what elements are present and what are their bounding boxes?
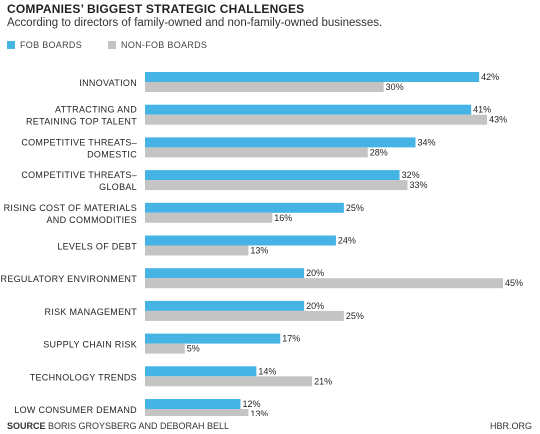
category-label: COMPETITIVE THREATS–: [21, 170, 137, 180]
data-label-nonfob: 28%: [370, 147, 388, 157]
legend-item-nonfob: NON-FOB BOARDS: [108, 40, 207, 50]
bar-nonfob: [145, 343, 185, 354]
category-label: AND COMMODITIES: [46, 215, 137, 225]
data-label-fob: 24%: [338, 236, 356, 246]
bar-fob: [145, 333, 281, 344]
data-label-fob: 12%: [242, 399, 260, 409]
data-label-nonfob: 13%: [250, 409, 268, 416]
data-label-fob: 42%: [481, 72, 499, 82]
data-label-nonfob: 30%: [386, 82, 404, 92]
legend-item-fob: FOB BOARDS: [7, 40, 82, 50]
category-label: TECHNOLOGY TRENDS: [30, 372, 137, 382]
publisher-label: HBR.ORG: [489, 421, 532, 431]
bar-nonfob: [145, 409, 249, 416]
bar-fob: [145, 399, 241, 409]
category-label: LEVELS OF DEBT: [57, 242, 137, 252]
legend-swatch-fob: [7, 41, 15, 49]
bar-nonfob: [145, 147, 368, 158]
data-label-nonfob: 5%: [187, 344, 200, 354]
category-label: LOW CONSUMER DEMAND: [14, 405, 137, 415]
legend-swatch-nonfob: [108, 41, 117, 49]
bar-nonfob: [145, 278, 503, 289]
source-note: SOURCE BORIS GROYSBERG AND DEBORAH BELL: [7, 421, 229, 431]
data-label-fob: 20%: [306, 301, 324, 311]
bar-fob: [145, 300, 305, 311]
category-label: INNOVATION: [79, 78, 137, 88]
category-label: GLOBAL: [99, 182, 137, 192]
data-label-nonfob: 21%: [314, 376, 332, 386]
category-label: COMPETITIVE THREATS–: [21, 137, 137, 147]
legend-label-nonfob: NON-FOB BOARDS: [121, 40, 208, 50]
bar-fob: [145, 235, 336, 246]
bar-fob: [145, 170, 400, 181]
data-label-nonfob: 45%: [505, 278, 523, 288]
chart-title: COMPANIES’ BIGGEST STRATEGIC CHALLENGES: [7, 2, 305, 16]
category-label: DOMESTIC: [87, 149, 137, 159]
bar-fob: [145, 104, 472, 115]
legend-label-fob: FOB BOARDS: [20, 40, 83, 50]
data-label-fob: 20%: [306, 268, 324, 278]
source-label: SOURCE: [7, 421, 46, 431]
bar-chart: INNOVATION 42% 30% ATTRACTING AND RETAINING …: [1, 72, 523, 416]
data-label-fob: 32%: [402, 170, 420, 180]
category-label: REGULATORY ENVIRONMENT: [1, 274, 138, 284]
source-text: BORIS GROYSBERG AND DEBORAH BELL: [45, 421, 230, 431]
bar-fob: [145, 202, 344, 213]
category-label: ATTRACTING AND: [55, 105, 137, 115]
bar-nonfob: [145, 245, 249, 256]
data-label-nonfob: 13%: [250, 246, 268, 256]
data-label-fob: 17%: [282, 334, 300, 344]
data-label-nonfob: 25%: [346, 311, 364, 321]
data-label-fob: 41%: [473, 105, 491, 115]
data-label-nonfob: 16%: [274, 213, 292, 223]
bar-nonfob: [145, 310, 344, 321]
category-label: RISK MANAGEMENT: [44, 307, 137, 317]
bar-nonfob: [145, 376, 313, 387]
bar-nonfob: [145, 180, 408, 191]
data-label-fob: 14%: [258, 366, 276, 376]
bar-fob: [145, 137, 416, 148]
bar-fob: [145, 268, 305, 279]
category-label: SUPPLY CHAIN RISK: [43, 340, 137, 350]
data-label-nonfob: 33%: [410, 180, 428, 190]
chart-subtitle: According to directors of family-owned a…: [7, 17, 383, 29]
data-label-nonfob: 43%: [489, 115, 507, 125]
bar-fob: [145, 366, 257, 377]
bar-fob: [145, 72, 480, 82]
bar-nonfob: [145, 114, 488, 125]
data-label-fob: 25%: [346, 203, 364, 213]
chart-legend: FOB BOARDS NON-FOB BOARDS: [7, 40, 233, 50]
data-label-fob: 34%: [417, 137, 435, 147]
category-label: RETAINING TOP TALENT: [26, 117, 137, 127]
category-label: RISING COST OF MATERIALS: [4, 203, 137, 213]
bar-nonfob: [145, 82, 384, 92]
bar-nonfob: [145, 212, 273, 223]
